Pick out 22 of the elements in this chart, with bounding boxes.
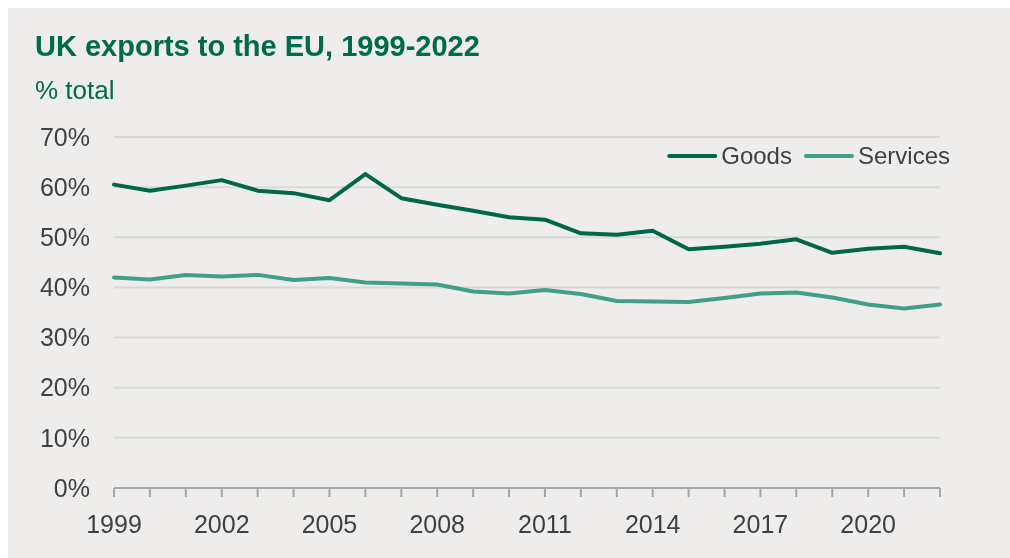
legend-label: Goods: [721, 142, 792, 170]
y-tick-label: 10%: [39, 423, 90, 452]
x-tick-label: 2002: [193, 510, 250, 538]
line-series: [112, 272, 942, 311]
y-axis-title: % total: [35, 75, 115, 105]
line-series: [112, 172, 942, 256]
y-tick-label: 40%: [39, 273, 90, 302]
y-tick-label: 30%: [39, 323, 90, 352]
chart-title: UK exports to the EU, 1999-2022: [35, 30, 480, 62]
y-tick-label: 50%: [39, 223, 90, 252]
y-tick-label: 60%: [39, 172, 90, 201]
x-tick-label: 2014: [624, 510, 681, 538]
y-tick-label: 20%: [39, 373, 90, 402]
y-tick-label: 70%: [39, 122, 90, 151]
x-tick-label: 2011: [518, 510, 572, 538]
y-tick-label: 0%: [53, 473, 90, 502]
x-tick-label: 1999: [86, 510, 142, 538]
x-tick-label: 2020: [840, 510, 896, 538]
legend-label: Services: [857, 142, 950, 170]
x-tick-label: 2005: [301, 510, 358, 538]
x-tick-label: 2017: [732, 510, 789, 538]
x-tick-label: 2008: [409, 510, 466, 538]
